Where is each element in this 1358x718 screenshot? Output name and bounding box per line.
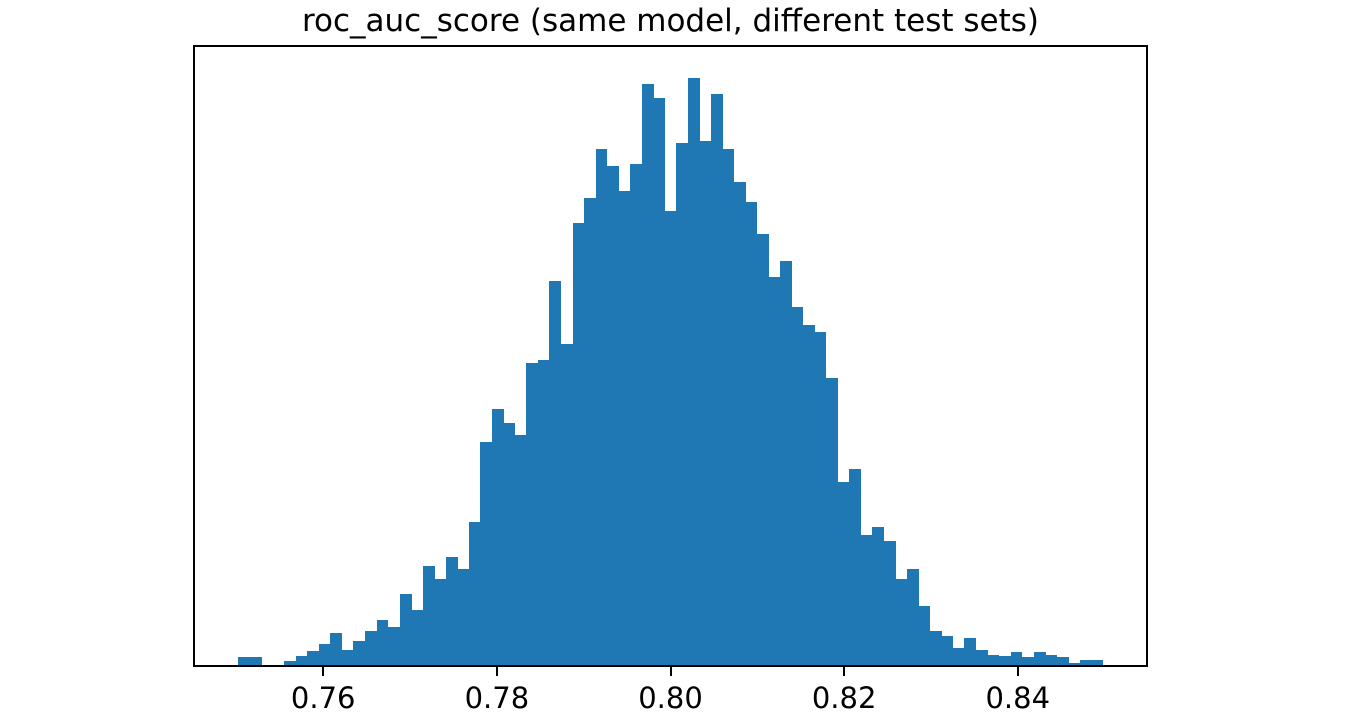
x-tick-label: 0.76 bbox=[290, 681, 356, 715]
histogram-bar bbox=[722, 149, 735, 665]
histogram-bar bbox=[514, 434, 527, 665]
histogram-bar bbox=[987, 655, 1000, 665]
histogram-bar bbox=[791, 307, 804, 665]
histogram-bar bbox=[595, 149, 608, 665]
histogram-bar bbox=[365, 631, 377, 665]
histogram-bar bbox=[434, 578, 447, 665]
histogram-bar bbox=[376, 620, 389, 665]
x-tick-mark bbox=[495, 667, 498, 676]
histogram-bar bbox=[745, 202, 758, 665]
histogram-bar bbox=[341, 650, 354, 665]
histogram-bar bbox=[503, 422, 516, 665]
x-tick-mark bbox=[1016, 667, 1019, 676]
histogram-bar bbox=[572, 222, 585, 665]
histogram-bar bbox=[1056, 657, 1069, 665]
histogram-bar bbox=[883, 540, 896, 665]
histogram-bar bbox=[768, 276, 781, 665]
histogram-bar bbox=[549, 280, 562, 665]
histogram-bar bbox=[630, 164, 643, 665]
histogram-bar bbox=[1091, 660, 1104, 665]
histogram-bar bbox=[584, 198, 596, 665]
histogram-bar bbox=[999, 656, 1011, 665]
histogram-bar bbox=[687, 77, 700, 665]
histogram-bar bbox=[295, 656, 308, 665]
histogram-bar bbox=[1079, 660, 1092, 665]
histogram-bar bbox=[929, 631, 942, 665]
histogram-bar bbox=[756, 233, 769, 665]
histogram-bar bbox=[284, 661, 297, 665]
x-tick-mark bbox=[322, 667, 325, 676]
histogram-bar bbox=[653, 97, 666, 665]
histogram-bar bbox=[411, 610, 424, 665]
histogram-bar bbox=[445, 556, 458, 665]
histogram-bar bbox=[780, 260, 792, 665]
histogram-bar bbox=[422, 565, 435, 665]
x-tick-label: 0.82 bbox=[811, 681, 877, 715]
histogram-bar bbox=[560, 344, 573, 665]
histogram-bar bbox=[964, 638, 977, 665]
histogram-bar bbox=[872, 526, 885, 665]
histogram-bar bbox=[480, 442, 493, 665]
histogram-bar bbox=[918, 606, 931, 665]
histogram-bar bbox=[238, 657, 251, 665]
histogram-bar bbox=[699, 141, 712, 665]
histogram-bar bbox=[388, 627, 400, 665]
histogram-bar bbox=[526, 362, 539, 665]
histogram-bar bbox=[249, 657, 262, 665]
histogram-bar bbox=[975, 650, 988, 665]
x-tick-mark bbox=[669, 667, 672, 676]
histogram-bar bbox=[353, 641, 366, 665]
histogram-bar bbox=[457, 568, 470, 665]
x-tick-label: 0.80 bbox=[638, 681, 703, 715]
histogram-bar bbox=[849, 469, 862, 665]
histogram-bar bbox=[676, 143, 689, 665]
histogram-bar bbox=[733, 182, 746, 665]
plot-area bbox=[193, 45, 1148, 667]
histogram-bar bbox=[399, 594, 412, 665]
histogram-bar bbox=[1022, 657, 1034, 665]
histogram-bar bbox=[1033, 652, 1046, 665]
histogram-bar bbox=[468, 521, 481, 665]
histogram-bar bbox=[837, 482, 850, 665]
x-tick-label: 0.78 bbox=[464, 681, 530, 715]
histogram-bar bbox=[710, 93, 723, 665]
histogram-bar bbox=[641, 83, 654, 665]
histogram-bar bbox=[952, 648, 965, 665]
chart-title: roc_auc_score (same model, different tes… bbox=[301, 3, 1040, 39]
x-tick-mark bbox=[843, 667, 846, 676]
histogram-bar bbox=[803, 325, 815, 665]
histogram-bar bbox=[618, 191, 631, 665]
histogram-bar bbox=[307, 651, 320, 665]
histogram-bar bbox=[607, 166, 619, 665]
histogram-bar bbox=[318, 644, 331, 665]
histogram-bar bbox=[1010, 652, 1023, 665]
histogram-bar bbox=[941, 636, 954, 665]
histogram-bar bbox=[1068, 663, 1081, 665]
histogram-bar bbox=[860, 534, 873, 665]
histogram-bar bbox=[664, 210, 677, 665]
histogram-bar bbox=[1045, 655, 1058, 665]
x-tick-label: 0.84 bbox=[985, 681, 1051, 715]
histogram-bar bbox=[330, 633, 343, 665]
histogram-bar bbox=[895, 578, 908, 665]
histogram-bar bbox=[826, 377, 839, 665]
histogram-bar bbox=[906, 568, 919, 665]
histogram-bar bbox=[814, 332, 827, 665]
x-axis: 0.76 0.78 0.80 0.82 0.84 bbox=[193, 667, 1148, 718]
histogram-bar bbox=[537, 359, 550, 665]
histogram-bar bbox=[491, 408, 504, 665]
